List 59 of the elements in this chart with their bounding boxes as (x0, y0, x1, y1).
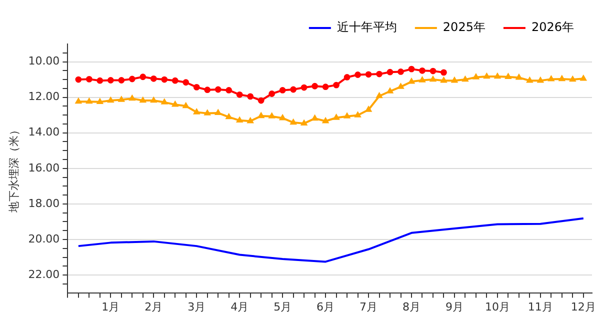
y-axis-title: 地下水埋深（米） (7, 124, 20, 214)
y-tick-label: 18.00 (28, 196, 60, 210)
point (268, 90, 276, 97)
x-tick-label: 5月 (274, 300, 292, 314)
x-tick-label: 9月 (445, 300, 464, 314)
point (279, 87, 286, 94)
point (193, 84, 200, 90)
point (204, 86, 211, 94)
x-tick-label: 10月 (484, 300, 510, 314)
point (214, 86, 222, 93)
point (408, 66, 415, 72)
point (161, 76, 168, 83)
point (182, 79, 190, 86)
x-tick-label: 11月 (528, 300, 553, 314)
y-tick-label: 20.00 (28, 232, 60, 246)
point (386, 68, 394, 76)
point (140, 74, 146, 80)
point (430, 68, 436, 74)
x-tick-label: 6月 (316, 300, 335, 314)
point (365, 71, 372, 78)
point (354, 72, 361, 78)
point (247, 93, 254, 100)
point (548, 76, 554, 82)
point (150, 75, 157, 82)
point (398, 68, 404, 75)
point (236, 91, 243, 98)
y-tick-label: 14.00 (28, 126, 60, 139)
point (172, 77, 178, 84)
point (96, 77, 104, 84)
x-tick-label: 3月 (188, 300, 206, 314)
x-tick-label: 8月 (402, 300, 420, 314)
point (258, 97, 264, 104)
point (419, 67, 426, 74)
point (226, 87, 232, 94)
point (322, 84, 329, 90)
legend-label: 2025年 (442, 20, 486, 34)
y-tick-label: 12.00 (28, 90, 60, 104)
point (300, 84, 308, 91)
point (440, 69, 447, 76)
x-tick-label: 12月 (570, 300, 596, 314)
y-tick-label: 10.00 (28, 54, 60, 68)
point (118, 77, 125, 84)
y-tick-label: 22.00 (28, 268, 60, 281)
legend-label: 2026年 (531, 20, 574, 34)
x-tick-label: 1月 (102, 300, 120, 314)
point (107, 77, 114, 84)
legend-label: 近十年平均 (336, 20, 397, 34)
point (312, 82, 318, 90)
x-tick-label: 2月 (144, 300, 163, 314)
y-tick-label: 16.00 (28, 161, 60, 174)
point (75, 76, 82, 83)
point (344, 74, 350, 80)
x-tick-label: 4月 (230, 300, 249, 314)
x-tick-label: 7月 (360, 300, 378, 314)
point (376, 70, 382, 78)
point (290, 86, 297, 93)
point (128, 76, 136, 82)
point (86, 76, 92, 82)
point (333, 82, 340, 88)
